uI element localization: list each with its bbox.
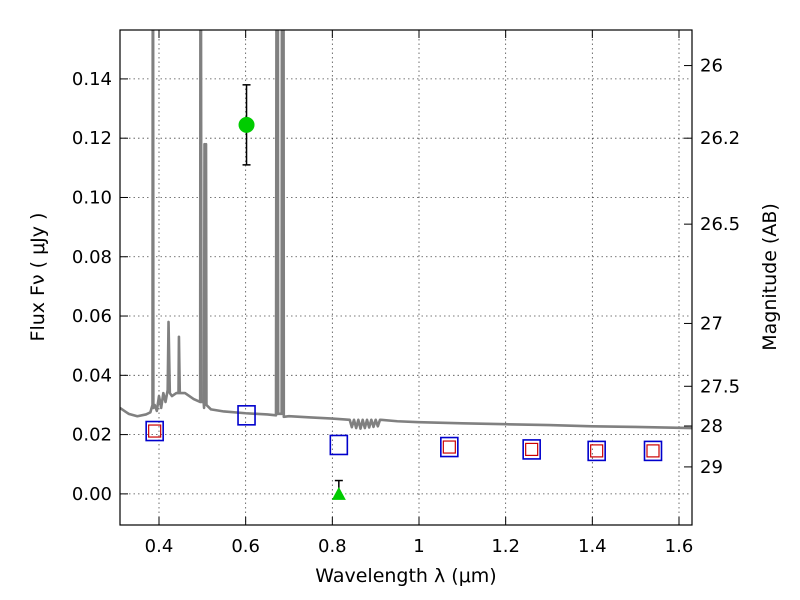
y2-tick-label: 26.2: [700, 128, 740, 149]
x-axis-label: Wavelength λ (μm): [315, 565, 496, 587]
y2-axis-label: Magnitude (AB): [759, 203, 781, 351]
y-tick-label: 0.00: [72, 484, 112, 505]
observed-photometry-point: [442, 440, 456, 454]
x-tick-label: 1.4: [578, 536, 607, 557]
y-tick-label: 0.04: [72, 365, 112, 386]
plot-frame: [119, 29, 693, 526]
model-photometry-point: [643, 440, 663, 462]
y-tick-label: 0.12: [72, 128, 112, 149]
x-tick-label: 1: [413, 536, 424, 557]
grid: [120, 30, 692, 525]
y-tick-label: 0.02: [72, 425, 112, 446]
model-photometry-point: [329, 434, 349, 456]
x-tick-label: 1.2: [491, 536, 520, 557]
model-photometry-point: [237, 405, 256, 426]
ticks: 0.4 0.6 0.8 1 1.2 1.4 1.6 0.00 0.02 0.04 0.06 0.08 0…: [72, 30, 740, 557]
y-tick-label: 0.06: [72, 306, 112, 327]
model-photometry-point: [522, 439, 541, 460]
model-photometry-point: [440, 436, 459, 458]
x-tick-label: 0.4: [145, 536, 174, 557]
detection-point: [238, 116, 255, 133]
x-tick-label: 0.8: [318, 536, 347, 557]
y2-tick-label: 26.5: [700, 214, 740, 235]
y-tick-label: 0.10: [72, 187, 112, 208]
model-sed-line: [120, 30, 692, 430]
observed-photometry-point: [646, 444, 660, 458]
observed-photometry-point: [525, 442, 539, 457]
upper-limit-point: [331, 486, 346, 500]
y2-tick-label: 26: [700, 56, 723, 77]
y2-tick-label: 28: [700, 416, 723, 437]
y2-tick-label: 27: [700, 313, 723, 334]
model-photometry-point: [145, 420, 164, 442]
y-axis-label: Flux Fν ( μJy ): [27, 213, 49, 342]
observed-photometry-point: [148, 424, 162, 438]
y-tick-label: 0.08: [72, 247, 112, 268]
model-photometry-point: [587, 440, 606, 462]
y2-tick-label: 29: [700, 457, 723, 478]
observed-photometry-point: [590, 444, 604, 458]
y-tick-label: 0.14: [72, 69, 112, 90]
x-tick-label: 1.6: [665, 536, 694, 557]
y2-tick-label: 27.5: [700, 376, 740, 397]
plot-data: [120, 30, 692, 500]
clipped-series: [120, 30, 692, 500]
x-tick-label: 0.6: [231, 536, 260, 557]
